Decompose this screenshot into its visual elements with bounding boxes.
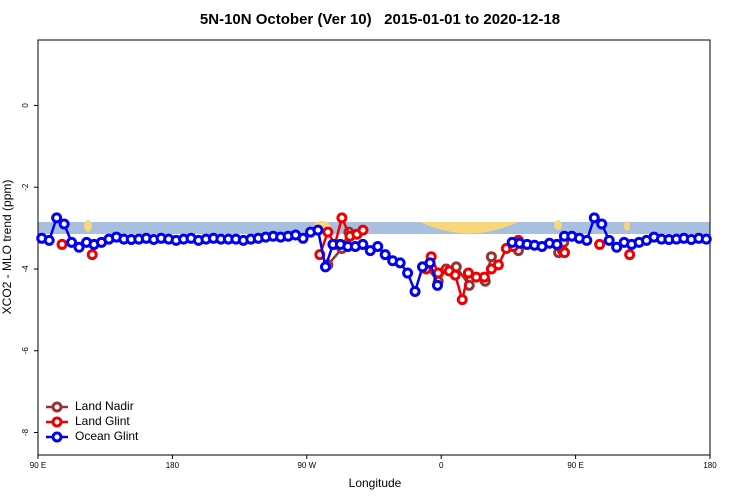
data-point (297, 232, 309, 244)
x-tick-label: 90 E (567, 461, 583, 470)
series (36, 212, 712, 297)
x-axis-label: Longitude (349, 476, 402, 490)
legend-label: Land Nadir (75, 399, 134, 413)
data-point (424, 257, 436, 269)
data-point (73, 241, 85, 253)
plot-frame (37, 39, 711, 456)
data-point (357, 238, 369, 250)
data-point (56, 238, 68, 250)
data-point (478, 271, 490, 283)
data-point (588, 212, 600, 224)
data-point (594, 238, 606, 250)
data-point (86, 249, 98, 261)
x-tick-label: 90 E (30, 461, 46, 470)
legend-label: Land Glint (75, 414, 130, 428)
data-point (485, 251, 497, 263)
data-point (462, 267, 474, 279)
y-tick-label: -8 (21, 428, 30, 436)
data-point (431, 279, 443, 291)
data-point (402, 267, 414, 279)
map-strip (38, 220, 710, 234)
legend-marker (51, 401, 63, 413)
y-tick-label: 0 (21, 103, 30, 108)
data-point (449, 269, 461, 281)
data-point (322, 226, 334, 238)
data-point (409, 285, 421, 297)
chart-title: 5N-10N October (Ver 10) 2015-01-01 to 20… (200, 11, 560, 28)
data-point (492, 259, 504, 271)
legend-label: Ocean Glint (75, 429, 139, 443)
data-point (357, 224, 369, 236)
data-point (43, 234, 55, 246)
data-point (319, 261, 331, 273)
data-point (336, 212, 348, 224)
data-point (51, 212, 63, 224)
legend-marker (51, 431, 63, 443)
y-tick-label: -2 (21, 183, 30, 191)
y-tick-label: -6 (21, 347, 30, 355)
data-point (394, 257, 406, 269)
x-tick-label: 90 W (297, 461, 316, 470)
x-tick-label: 0 (439, 461, 444, 470)
y-tick-label: -4 (21, 265, 30, 273)
legend-marker (51, 416, 63, 428)
data-point (379, 249, 391, 261)
data-point (624, 249, 636, 261)
data-point (456, 294, 468, 306)
data-point (596, 218, 608, 230)
data-point (559, 247, 571, 259)
data-point (551, 238, 563, 250)
data-point (611, 241, 623, 253)
x-tick-label: 180 (166, 461, 180, 470)
data-point (312, 224, 324, 236)
data-point (372, 240, 384, 252)
data-point (58, 218, 70, 230)
data-point (700, 233, 712, 245)
data-point (66, 236, 78, 248)
x-tick-label: 180 (703, 461, 717, 470)
data-point (581, 234, 593, 246)
data-point (603, 234, 615, 246)
y-axis-label: XCO2 - MLO trend (ppm) (0, 180, 14, 315)
